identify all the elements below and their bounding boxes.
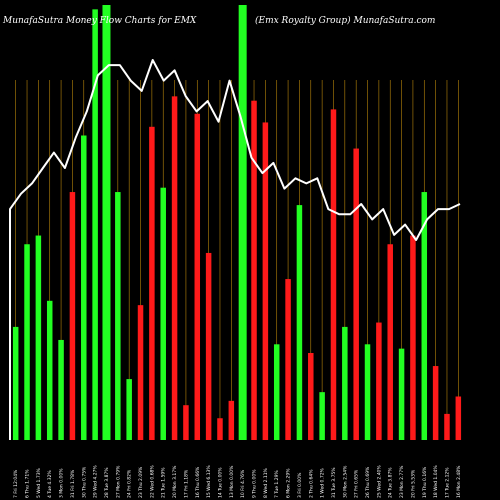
flow-bar [262,122,269,440]
flow-bar [273,344,280,440]
x-tick-label: 14 Tue 0.00% [217,467,223,498]
flow-bar [364,344,371,440]
x-tick-label: 27 Fri 0.65% [354,469,360,498]
flow-bar [149,126,155,441]
flow-bar [81,135,87,440]
x-tick-label: 3 Mon 0.00% [59,468,65,498]
x-tick-label: 10 Fri 4.76% [240,469,246,498]
x-tick-label: 7 Tue 1.29% [274,470,280,498]
flow-bar [58,339,64,440]
flow-bar [183,405,189,440]
flow-bar [285,279,291,440]
flow-bar [92,9,98,440]
x-tick-label: 23 Mon 2.77% [399,465,405,498]
flow-bar [353,148,359,441]
flow-bar [102,5,111,440]
flow-bar [24,244,30,440]
x-tick-label: 6 Mon 2.29% [286,468,292,498]
flow-bar [330,109,337,441]
flow-bar [35,235,42,440]
x-tick-label: 17 Fri 1.18% [183,469,189,498]
x-tick-label: 3 Fri 0.00% [297,472,303,498]
flow-bar [69,192,76,440]
flow-bar [376,322,382,440]
x-tick-label: 7 Fri 12:04% [13,469,19,498]
flow-bar [115,192,121,440]
x-tick-labels: 7 Fri 12:04% 6 Thu 1.71% 5 Wed 1.73% 4 T… [13,465,462,498]
flow-bar [398,348,405,440]
flow-bar [421,192,428,440]
flow-bar [137,305,144,440]
money-flow-line-path [9,59,461,440]
x-tick-label: 26 Thu 0.69% [365,466,371,498]
x-tick-label: 15 Wed 6.13% [206,465,212,498]
flow-bar [410,235,416,440]
x-tick-label: 20 Mon 3.17% [172,465,178,498]
flow-bar [444,413,450,440]
flow-bar [126,379,132,440]
flow-bar [251,100,257,440]
x-tick-label: 27 Mon 0.79% [115,465,121,498]
x-tick-label: 16 Mon 2.48% [456,465,462,498]
title-right: (Emx Royalty Group) MunafaSutra.com [255,15,435,26]
bars [12,5,462,441]
flow-bar [238,5,247,440]
flow-bar [432,366,439,440]
x-tick-label: 8 Wed 2.11% [263,467,269,498]
x-tick-label: 29 Wed 4.27% [93,465,99,498]
flow-bar [387,244,393,440]
x-tick-label: 28 Tue 3.87% [104,467,110,498]
x-tick-label: 4 Tue 4.32% [47,470,53,498]
x-tick-label: 31 Fri 1.78% [70,469,76,498]
flow-bar [455,396,462,440]
x-tick-label: 2 Thu 0.64% [308,469,314,498]
x-tick-label: 5 Wed 1.73% [36,467,42,498]
flow-bar [217,418,223,440]
x-tick-label: 22 Wed 0.68% [149,465,155,498]
flow-bar [160,187,166,440]
x-tick-label: 17 Tue 2.12% [444,467,450,498]
x-tick-label: 19 Thu 0.16% [422,466,428,498]
money-flow-line [9,59,461,440]
flow-bar [171,96,178,440]
flow-bar [205,252,212,440]
x-tick-label: 31 Tue 3.75% [331,467,337,498]
x-tick-label: 16 Thu 0.66% [195,466,201,498]
x-tick-label: 24 Tue 3.87% [388,467,394,498]
flow-bar [308,353,314,440]
x-tick-label: 21 Tue 1.59% [161,467,167,498]
flow-bar [296,205,303,440]
x-tick-label: 23 Thu 2.09% [138,466,144,498]
x-tick-label: 18 Wed 1.04% [433,465,439,498]
flow-bar [342,326,348,440]
x-tick-label: 6 Thu 1.71% [25,469,31,498]
title-left: MunafaSutra Money Flow Charts for EMX [2,16,197,26]
x-tick-label: 24 Fri 0.82% [127,469,133,498]
x-tick-label: 1 Wed 0.72% [320,467,326,498]
flow-bar [228,400,235,440]
x-tick-label: 30 Thu 0.75% [81,466,87,498]
flow-bar [194,113,201,440]
x-tick-label: 30 Mon 2.54% [342,465,348,498]
x-tick-label: 13 Mon 0.00% [229,465,235,498]
flow-bar [319,392,325,440]
flow-bar [12,326,19,440]
x-tick-label: 25 Wed 2.40% [376,465,382,498]
x-tick-label: 20 Fri 5.53% [410,469,416,498]
flow-bar [46,300,53,440]
x-tick-label: 9 Thu 0.00% [252,469,258,498]
